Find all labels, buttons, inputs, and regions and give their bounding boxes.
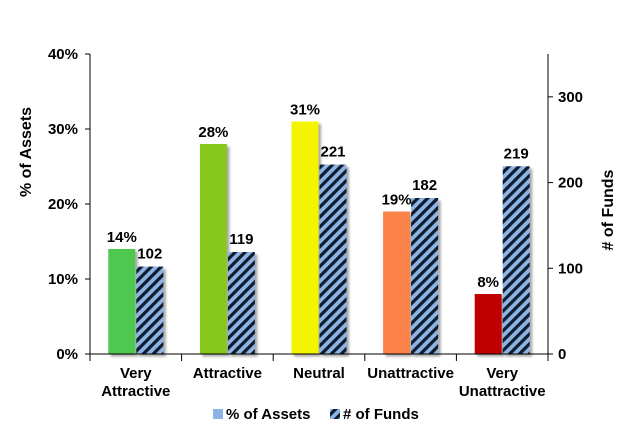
left-tick-label: 40% (48, 46, 78, 63)
plot-area: 14%102 28% 119 31% 221 19%182 8% 219 (107, 102, 530, 354)
data-labels: 14%102 28% 119 31% 221 19%182 8% 219 (107, 102, 529, 292)
bar-assets (291, 121, 319, 354)
data-label-assets: 19% (382, 192, 412, 209)
legend-label-funds: # of Funds (343, 406, 419, 423)
bar-assets (108, 249, 136, 354)
category-label: Attractive (193, 365, 262, 382)
legend: % of Assets # of Funds (213, 406, 419, 423)
left-tick-label: 30% (48, 121, 78, 138)
funds-bars (136, 164, 530, 354)
right-tick-label: 300 (558, 89, 583, 106)
bar-funds (136, 266, 164, 354)
category-label: Attractive (101, 383, 170, 400)
legend-swatch-assets (213, 409, 223, 419)
data-label-funds: 102 (137, 246, 162, 263)
bar-assets (199, 144, 227, 354)
bar-funds (411, 198, 439, 354)
right-tick-label: 100 (558, 260, 583, 277)
left-tick-label: 10% (48, 271, 78, 288)
data-label-assets: 14% (107, 229, 137, 246)
right-tick-label: 200 (558, 175, 583, 192)
left-axis-ticks: 0% 10% 20% 30% 40% (48, 46, 90, 363)
right-tick-label: 0 (558, 346, 566, 363)
data-label-assets: 28% (198, 124, 228, 141)
legend-swatch-funds (330, 409, 340, 419)
data-label-funds: 219 (504, 145, 529, 162)
left-axis-title: % of Assets (18, 107, 35, 197)
category-label: Unattractive (367, 365, 454, 382)
legend-label-assets: % of Assets (226, 406, 310, 423)
data-label-funds: 182 (412, 177, 437, 194)
left-tick-label: 0% (56, 346, 78, 363)
bar-funds (319, 164, 347, 354)
right-axis-title: # of Funds (600, 169, 617, 250)
category-label: Very (486, 365, 518, 382)
data-label-funds: 119 (229, 231, 253, 248)
data-label-funds: 221 (320, 144, 345, 161)
bar-assets (383, 211, 411, 354)
right-axis-ticks: 0 100 200 300 (548, 89, 583, 363)
category-label: Unattractive (459, 383, 546, 400)
data-label-assets: 31% (290, 102, 320, 119)
bar-funds (227, 252, 255, 354)
category-label: Very (120, 365, 152, 382)
category-label: Neutral (293, 365, 345, 382)
bar-funds (502, 166, 530, 354)
left-tick-label: 20% (48, 196, 78, 213)
data-label-assets: 8% (477, 274, 499, 291)
assets-bars (108, 121, 502, 354)
bar-assets (474, 294, 502, 354)
